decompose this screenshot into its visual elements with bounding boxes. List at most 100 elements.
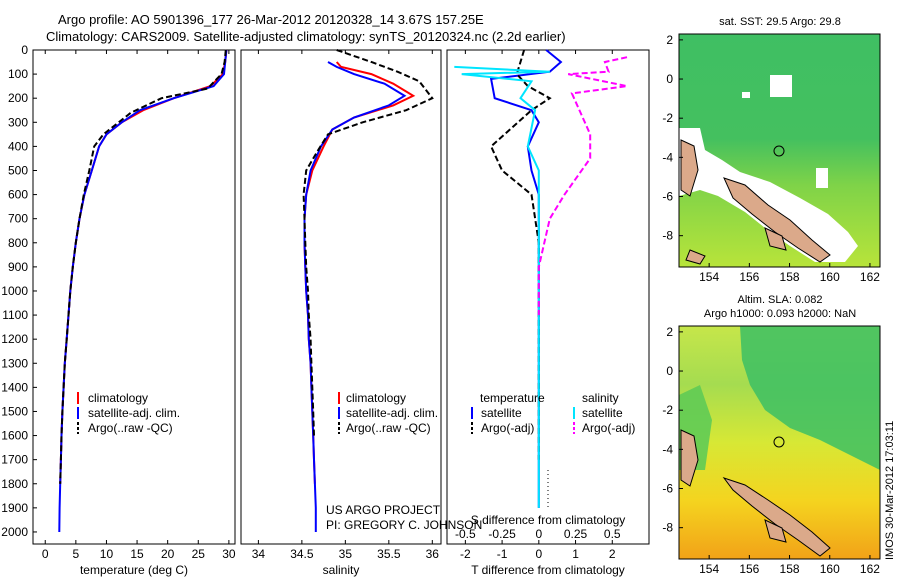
lon-tick-label: 158 xyxy=(780,562,800,576)
depth-tick-label: 1100 xyxy=(2,308,28,322)
island-land xyxy=(764,519,787,543)
sst-cloud-gap xyxy=(816,168,828,188)
figure-title-line2: Climatology: CARS2009. Satellite-adjuste… xyxy=(46,29,566,44)
sst-cloud-gap xyxy=(679,128,858,262)
imos-timestamp: IMOS 30-Mar-2012 17:03:11 xyxy=(884,421,896,560)
x-tick-label: 25 xyxy=(192,547,206,561)
series-line-argo-raw-qc- xyxy=(59,49,227,484)
sst-map-title: sat. SST: 29.5 Argo: 29.8 xyxy=(719,16,841,28)
temperature-x-axis: 0 5 10 15 20 25 30 xyxy=(42,50,236,561)
legend-temp-satellite-label: satellite xyxy=(481,406,522,420)
depth-tick-label: 0 xyxy=(21,43,28,57)
salinity-xlabel: salinity xyxy=(323,563,360,577)
depth-tick-label: 200 xyxy=(8,91,28,105)
salinity-x-axis: 34 34.5 35 35.5 36 xyxy=(252,50,440,561)
lat-tick-label: 0 xyxy=(666,72,673,86)
x-tick-label: 1 xyxy=(572,547,579,561)
island-land xyxy=(764,227,787,251)
lon-tick-label: 156 xyxy=(739,270,759,284)
depth-tick-label: 800 xyxy=(8,236,28,250)
legend-salinity-title: salinity xyxy=(582,391,619,405)
series-line-satellite-adj-clim- xyxy=(303,61,407,532)
island-land xyxy=(680,429,699,487)
difference-panel-frame xyxy=(446,49,650,545)
depth-tick-label: 1900 xyxy=(1,501,28,515)
island-land xyxy=(722,477,831,557)
lon-tick-label: 156 xyxy=(739,562,759,576)
x-tick-label: 0 xyxy=(535,547,542,561)
x-tick-label: 5 xyxy=(73,547,80,561)
sst-map-axes: 2 0 -2 -4 -6 -8 154 156 158 160 162 xyxy=(662,33,880,284)
difference-legend: temperature salinity satellite Argo(-adj… xyxy=(471,391,635,435)
lon-tick-label: 162 xyxy=(860,270,880,284)
depth-tick-label: 400 xyxy=(8,139,28,153)
sst-cloud-gap xyxy=(742,92,750,98)
lat-tick-label: 2 xyxy=(666,33,673,47)
depth-tick-label: 2000 xyxy=(1,525,28,539)
s-tick-label: 0 xyxy=(535,527,542,541)
depth-axis: 0 100 200 300 400 500 600 700 800 900 1000 1100 1200… xyxy=(1,43,37,539)
s-tick-label: -0.5 xyxy=(455,527,476,541)
temperature-xlabel: temperature (deg C) xyxy=(80,563,188,577)
x-tick-label: -1 xyxy=(497,547,508,561)
legend-satellite-label: satellite-adj. clim. xyxy=(88,406,180,420)
sla-map-title-line2: Argo h1000: 0.093 h2000: NaN xyxy=(704,308,856,320)
difference-series xyxy=(454,49,628,508)
lat-tick-label: -6 xyxy=(662,482,673,496)
lon-tick-label: 158 xyxy=(780,270,800,284)
lon-tick-label: 162 xyxy=(860,562,880,576)
depth-tick-label: 1800 xyxy=(1,477,28,491)
argo-float-marker xyxy=(773,145,785,157)
legend-temp-argo-label: Argo(-adj) xyxy=(481,421,534,435)
x-tick-label: 36 xyxy=(426,547,440,561)
sla-map-axes: 2 0 -2 -4 -6 -8 154 156 158 160 162 xyxy=(662,325,880,576)
legend-argo-label: Argo(..raw -QC) xyxy=(88,421,173,435)
legend-satellite-label: satellite-adj. clim. xyxy=(346,406,438,420)
legend-sal-satellite-label: satellite xyxy=(582,406,623,420)
x-tick-label: 34.5 xyxy=(290,547,314,561)
lon-tick-label: 154 xyxy=(699,562,719,576)
depth-tick-label: 1300 xyxy=(1,356,28,370)
depth-tick-label: 900 xyxy=(8,260,28,274)
depth-tick-label: 1500 xyxy=(1,404,28,418)
lat-tick-label: -4 xyxy=(662,442,673,456)
sst-cloud-gap xyxy=(770,75,792,97)
x-tick-label: -2 xyxy=(460,547,471,561)
temperature-panel-frame xyxy=(32,49,236,545)
lat-tick-label: -2 xyxy=(662,111,673,125)
island-land xyxy=(680,139,699,197)
s-tick-label: 0.25 xyxy=(564,527,588,541)
lat-tick-label: -4 xyxy=(662,150,673,164)
depth-tick-label: 600 xyxy=(8,188,28,202)
legend-climatology-label: climatology xyxy=(346,391,406,405)
legend-argo-label: Argo(..raw -QC) xyxy=(346,421,431,435)
argo-float-marker xyxy=(773,436,785,448)
x-tick-label: 15 xyxy=(130,547,144,561)
sla-map xyxy=(679,326,880,559)
x-tick-label: 30 xyxy=(222,547,236,561)
depth-tick-label: 1000 xyxy=(1,284,28,298)
temperature-legend: climatology satellite-adj. clim. Argo(..… xyxy=(77,391,180,435)
series-line-temperature-satellite xyxy=(489,49,563,508)
salinity-legend: climatology satellite-adj. clim. Argo(..… xyxy=(338,391,438,435)
lat-tick-label: -8 xyxy=(662,521,673,535)
x-tick-label: 10 xyxy=(100,547,114,561)
s-tick-label: -0.25 xyxy=(488,527,516,541)
difference-x-axis: -2 -1 0 1 2 -0.5 -0.25 0 0.25 0.5 xyxy=(455,50,621,561)
x-tick-label: 34 xyxy=(252,547,266,561)
legend-sal-argo-label: Argo(-adj) xyxy=(582,421,635,435)
sst-map-frame xyxy=(678,33,881,268)
sla-map-frame xyxy=(678,325,881,560)
sla-map-title-line1: Altim. SLA: 0.082 xyxy=(738,294,823,306)
island-land xyxy=(723,177,831,263)
lat-tick-label: 0 xyxy=(666,364,673,378)
depth-tick-label: 300 xyxy=(8,115,28,129)
credit-pi: PI: GREGORY C. JOHNSON xyxy=(326,518,482,532)
legend-temperature-title: temperature xyxy=(480,391,545,405)
depth-tick-label: 1600 xyxy=(1,429,28,443)
depth-tick-label: 500 xyxy=(8,163,28,177)
lat-tick-label: -2 xyxy=(662,403,673,417)
series-line-salinity-satellite xyxy=(454,65,550,508)
x-tick-label: 35.5 xyxy=(377,547,401,561)
